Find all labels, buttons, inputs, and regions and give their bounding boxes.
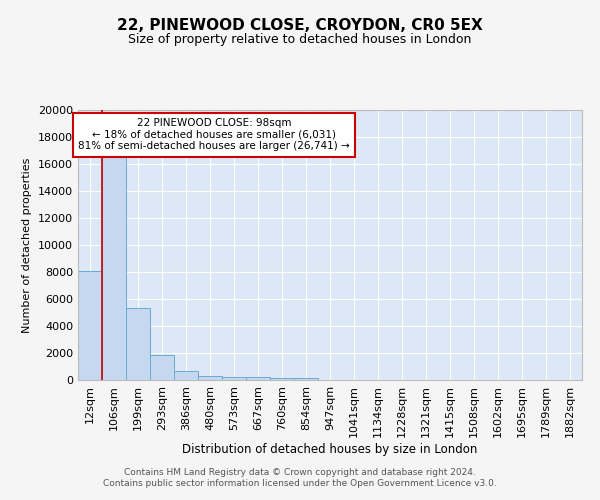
Text: Size of property relative to detached houses in London: Size of property relative to detached ho… — [128, 32, 472, 46]
Bar — [270, 378, 294, 380]
Bar — [222, 377, 246, 380]
Bar — [198, 376, 222, 380]
Bar — [126, 308, 150, 380]
Text: 22, PINEWOOD CLOSE, CROYDON, CR0 5EX: 22, PINEWOOD CLOSE, CROYDON, CR0 5EX — [117, 18, 483, 32]
Y-axis label: Number of detached properties: Number of detached properties — [22, 158, 32, 332]
Text: Contains HM Land Registry data © Crown copyright and database right 2024.
Contai: Contains HM Land Registry data © Crown c… — [103, 468, 497, 487]
Text: 22 PINEWOOD CLOSE: 98sqm
← 18% of detached houses are smaller (6,031)
81% of sem: 22 PINEWOOD CLOSE: 98sqm ← 18% of detach… — [78, 118, 350, 152]
Bar — [246, 378, 270, 380]
Bar — [78, 270, 102, 380]
Bar — [174, 370, 198, 380]
Bar — [150, 355, 174, 380]
Bar — [102, 157, 126, 380]
X-axis label: Distribution of detached houses by size in London: Distribution of detached houses by size … — [182, 442, 478, 456]
Bar — [294, 378, 318, 380]
